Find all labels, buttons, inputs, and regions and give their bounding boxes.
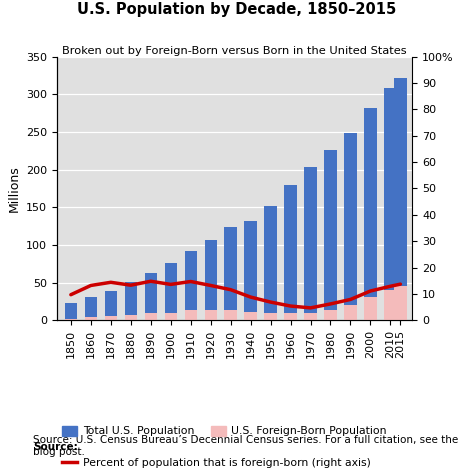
Bar xyxy=(164,263,177,320)
Bar xyxy=(105,316,117,320)
Bar xyxy=(324,150,337,320)
Bar xyxy=(394,286,407,320)
Bar xyxy=(284,185,297,320)
Text: Source:: Source: xyxy=(33,442,78,452)
Text: U.S. Population by Decade, 1850–2015: U.S. Population by Decade, 1850–2015 xyxy=(77,2,397,17)
Bar xyxy=(264,206,277,320)
Text: Source: U.S. Census Bureau’s Decennial Census series. For a full citation, see t: Source: U.S. Census Bureau’s Decennial C… xyxy=(33,435,458,457)
Bar xyxy=(85,317,97,320)
Bar xyxy=(304,167,317,320)
Bar xyxy=(105,291,117,320)
Bar xyxy=(245,311,257,320)
Bar xyxy=(394,78,407,320)
Bar xyxy=(344,133,356,320)
Bar xyxy=(324,309,337,320)
Bar xyxy=(145,273,157,320)
Bar xyxy=(304,313,317,320)
Bar xyxy=(65,318,77,320)
Bar xyxy=(164,313,177,320)
Bar xyxy=(204,240,217,320)
Bar xyxy=(125,315,137,320)
Bar xyxy=(384,88,397,320)
Bar xyxy=(365,297,376,320)
Bar xyxy=(284,313,297,320)
Bar xyxy=(384,290,397,320)
Bar xyxy=(365,108,376,320)
Legend: Percent of population that is foreign-born (right axis): Percent of population that is foreign-bo… xyxy=(62,458,371,468)
Bar xyxy=(125,283,137,320)
Bar xyxy=(184,310,197,320)
Bar xyxy=(225,309,237,320)
Bar xyxy=(225,227,237,320)
Bar xyxy=(85,297,97,320)
Bar xyxy=(344,305,356,320)
Bar xyxy=(65,303,77,320)
Bar xyxy=(204,310,217,320)
Y-axis label: Millions: Millions xyxy=(8,165,20,212)
Bar xyxy=(145,313,157,320)
Bar xyxy=(264,313,277,320)
Bar xyxy=(184,251,197,320)
Title: Broken out by Foreign-Born versus Born in the United States: Broken out by Foreign-Born versus Born i… xyxy=(62,46,407,56)
Bar xyxy=(245,220,257,320)
